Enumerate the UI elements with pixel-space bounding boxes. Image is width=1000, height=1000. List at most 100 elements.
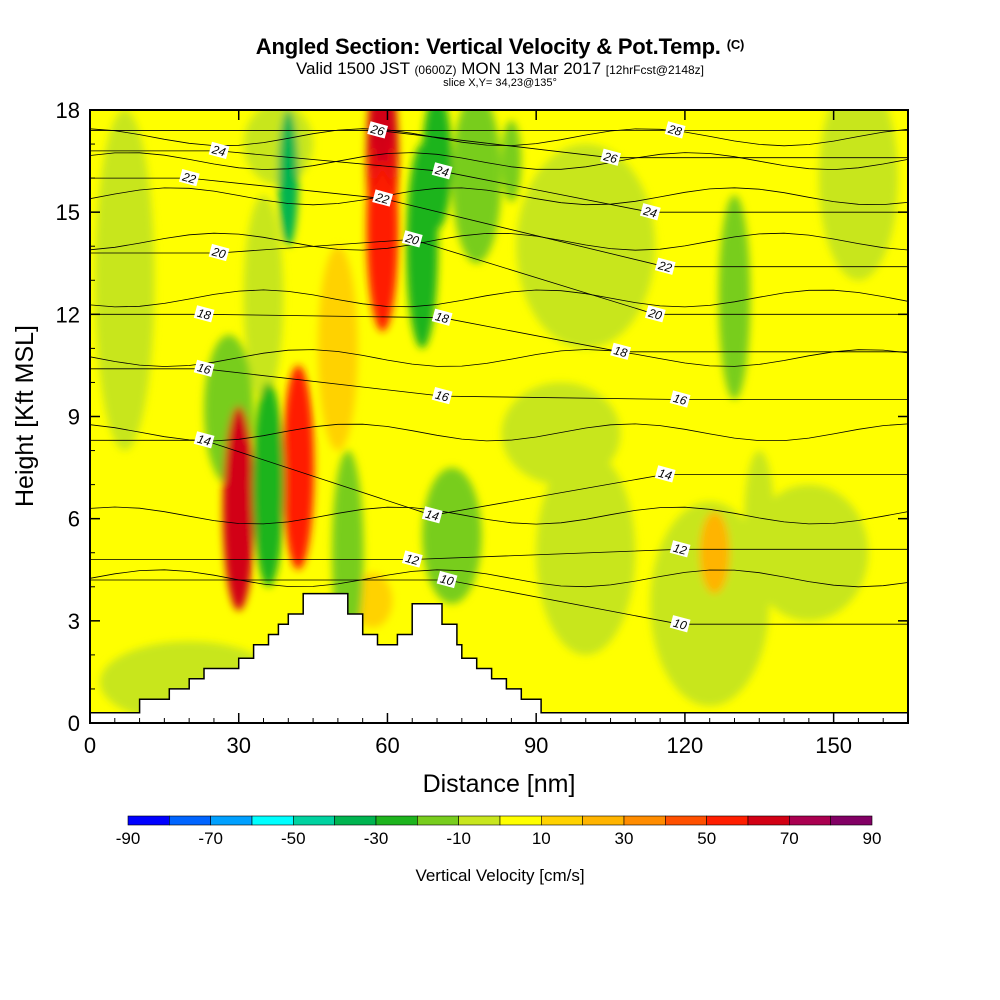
x-axis: 0 30 60 90 120 150 [84,110,884,758]
colorbar-swatch [623,815,666,826]
contour-label-box [610,342,632,360]
contour-label: 24 [639,203,661,221]
theta-contour [90,232,908,251]
contour-label-box [431,387,453,405]
contour-label: 12 [401,550,423,568]
updraft-core [374,161,391,298]
colorbar-swatch [582,815,625,826]
x-tick-label: 120 [667,733,704,758]
velocity-region [451,110,502,264]
velocity-region [749,484,869,621]
contour-label-text: 10 [672,616,689,633]
contour-label-box [367,121,389,139]
y-axis-title: Height [Kft MSL] [11,325,39,507]
theta-contour [90,423,908,442]
contour-label: 20 [208,243,230,262]
colorbar-swatch [293,815,335,826]
contour-label-box [193,359,215,377]
contour-label-text: 16 [196,360,213,377]
contour-label-box [669,615,691,633]
y-tick-label: 9 [68,405,80,430]
colorbar-swatch [417,815,459,826]
contour-label: 22 [178,169,200,187]
velocity-region [501,120,522,202]
colorbar-title: Vertical Velocity [cm/s] [415,866,584,885]
velocity-region [252,382,285,587]
x-axis-title: Distance [nm] [423,770,576,798]
contour-label: 24 [431,162,453,180]
contour-label: 16 [193,359,215,377]
contour-label-box [644,305,666,323]
contour-label-text: 14 [657,466,674,483]
contour-label-text: 28 [666,122,684,139]
velocity-region [318,246,358,451]
colorbar-tick-label: 90 [863,829,882,848]
contour-label: 14 [654,465,676,483]
colorbar-tick-label: -30 [364,829,389,848]
colorbar-swatch [830,815,873,826]
contour-label: 10 [669,615,691,633]
contour-label: 24 [208,141,230,160]
chart-title: Angled Section: Vertical Velocity & Pot.… [0,36,1000,58]
velocity-region [818,110,899,281]
contour-label-box [421,506,443,524]
contour-label-text: 22 [656,258,674,275]
x-tick-label: 0 [84,733,96,758]
theta-contour [90,506,908,525]
colorbar-swatch [665,815,707,826]
contour-label-text: 12 [404,551,421,568]
colorbar-tick-label: -90 [116,829,141,848]
theta-contour [90,349,908,367]
contour-label-box [600,148,622,166]
colorbar-swatch [706,815,749,826]
zulu-time: (0600Z) [414,63,457,77]
contour-label: 20 [401,230,423,248]
plot-area: 24 22 20 18 16 14 26 22 24 20 18 16 14 12 10 28 26 24 22 20… [90,110,908,723]
contour-label: 16 [669,390,691,408]
velocity-region [699,511,730,594]
y-tick-label: 6 [68,507,80,532]
colorbar-swatch [210,815,253,826]
contour-label-box [372,189,394,207]
contour-labels: 24 22 20 18 16 14 26 22 24 20 18 16 14 12 10 28 26 24 22 20… [178,121,691,633]
colorbar-swatch [334,815,377,826]
valid-date: MON 13 Mar 2017 [461,59,602,78]
contour-label-box [654,257,676,275]
updraft-core [290,399,307,536]
chart-subtitle: Valid 1500 JST (0600Z) MON 13 Mar 2017 [… [0,60,1000,77]
contour-label: 28 [664,121,686,139]
contour-label-box [654,465,676,483]
colorbar-swatch [169,815,211,826]
y-tick-label: 18 [56,98,80,123]
theta-contour [90,569,908,588]
x-tick-label: 90 [524,733,548,758]
contour-label-box [401,550,423,568]
contour-label: 18 [610,342,632,360]
contour-label-text: 20 [646,306,664,323]
colorbar-swatch [747,815,790,826]
contour-label-box [208,141,230,160]
contour-label: 14 [193,431,215,449]
contour-label-text: 24 [641,203,659,220]
contour-label-text: 22 [373,190,391,207]
contour-label-box [193,305,215,323]
contour-label-text: 22 [180,169,198,186]
contour-label-text: 20 [210,244,228,261]
colorbar-tick-label: -50 [281,829,306,848]
colorbar-swatch [458,815,501,826]
contour-label-text: 18 [434,309,451,326]
contour-label-text: 26 [601,149,619,166]
contour-label-text: 16 [434,388,451,405]
contour-label-box [431,162,453,180]
chart-title-text: Angled Section: Vertical Velocity & Pot.… [255,34,721,59]
contour-label-text: 20 [403,231,421,248]
velocity-region [278,110,299,247]
contour-label-box [436,570,458,589]
velocity-region [243,110,314,185]
contour-label-text: 18 [196,306,213,323]
contour-label: 22 [372,189,394,207]
terrain [90,592,908,723]
slice-info: slice X,Y= 34,23@135° [443,77,557,89]
theta-contour [90,289,908,308]
